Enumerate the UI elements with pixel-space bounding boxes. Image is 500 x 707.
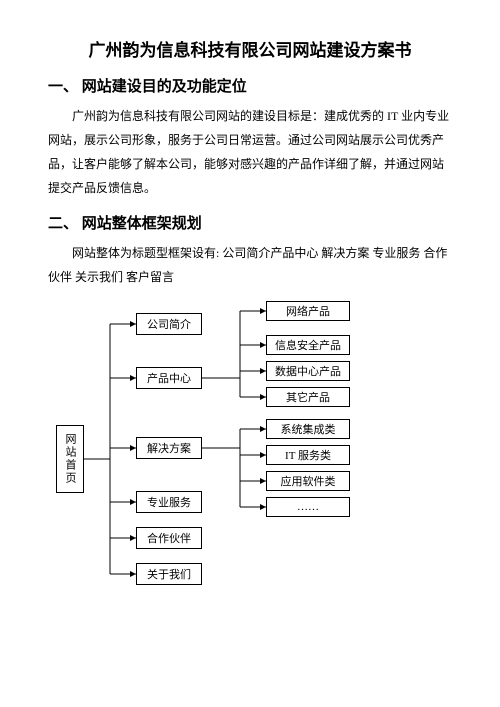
node-p1: 网络产品 bbox=[266, 301, 350, 321]
section2-heading: 二、 网站整体框架规划 bbox=[48, 212, 452, 233]
node-c3: 解决方案 bbox=[136, 437, 202, 459]
diagram-connectors bbox=[52, 295, 456, 585]
node-p3: 数据中心产品 bbox=[266, 361, 350, 381]
node-c6: 关于我们 bbox=[136, 563, 202, 585]
node-s2: IT 服务类 bbox=[266, 445, 350, 465]
node-p4: 其它产品 bbox=[266, 387, 350, 407]
page-title: 广州韵为信息科技有限公司网站建设方案书 bbox=[48, 36, 452, 61]
node-root: 网站首页 bbox=[56, 425, 84, 493]
node-s1: 系统集成类 bbox=[266, 419, 350, 439]
node-p2: 信息安全产品 bbox=[266, 335, 350, 355]
node-c5: 合作伙伴 bbox=[136, 527, 202, 549]
section1-para1: 广州韵为信息科技有限公司网站的建设目标是：建成优秀的 IT 业内专业网站，展示公… bbox=[48, 104, 452, 200]
node-c1: 公司简介 bbox=[136, 313, 202, 335]
site-structure-diagram: 网站首页 公司简介产品中心解决方案专业服务合作伙伴关于我们 网络产品信息安全产品数据… bbox=[52, 295, 456, 585]
node-s3: 应用软件类 bbox=[266, 471, 350, 491]
node-c2: 产品中心 bbox=[136, 367, 202, 389]
node-c4: 专业服务 bbox=[136, 491, 202, 513]
section2-para1: 网站整体为标题型框架设有: 公司简介产品中心 解决方案 专业服务 合作伙伴 关示… bbox=[48, 241, 452, 289]
section1-heading: 一、 网站建设目的及功能定位 bbox=[48, 75, 452, 96]
node-s4: …… bbox=[266, 497, 350, 517]
